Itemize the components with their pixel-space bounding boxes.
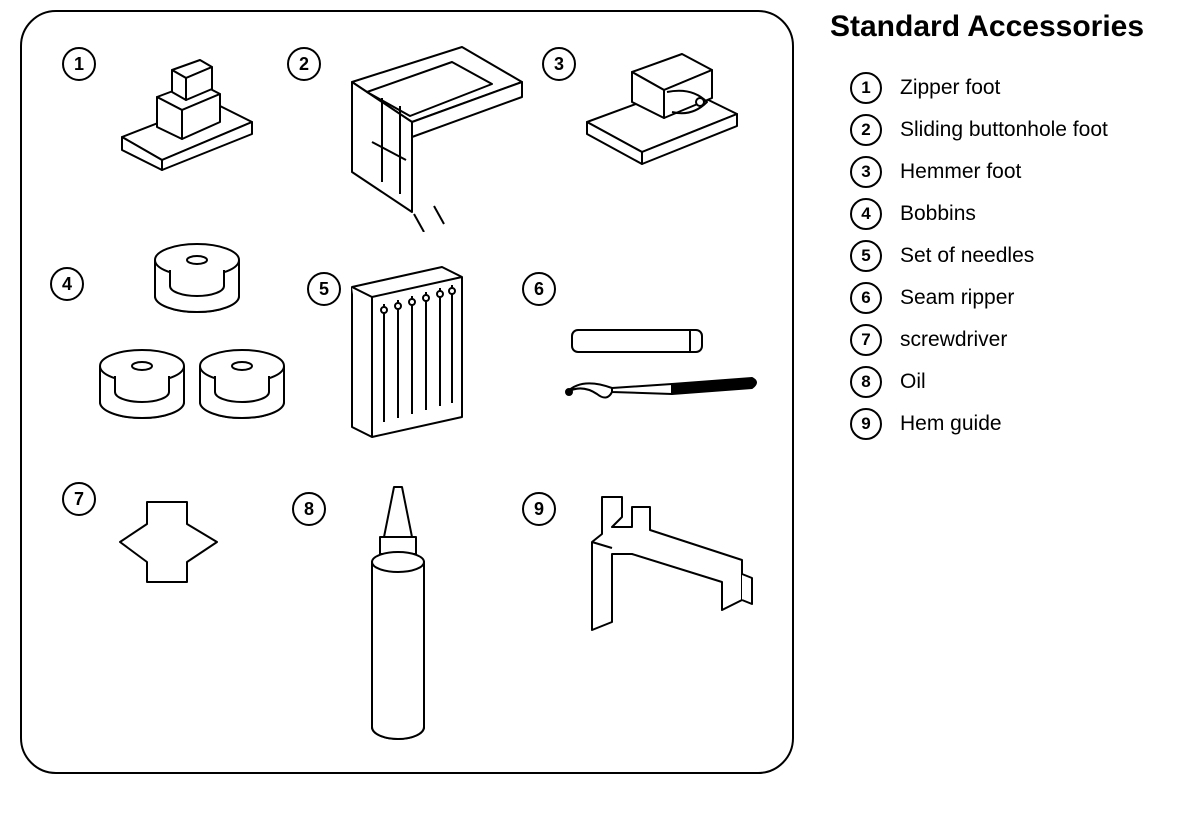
badge-1: 1: [62, 47, 96, 81]
legend-row: 9 Hem guide: [850, 408, 1108, 440]
legend-label-3: Hemmer foot: [900, 160, 1021, 184]
page: 1 2: [0, 0, 1198, 830]
badge-7: 7: [62, 482, 96, 516]
legend-label-7: screwdriver: [900, 328, 1007, 352]
legend-label-6: Seam ripper: [900, 286, 1014, 310]
hemmer-foot-icon: [572, 42, 752, 172]
legend-label-1: Zipper foot: [900, 76, 1000, 100]
badge-9: 9: [522, 492, 556, 526]
legend-row: 6 Seam ripper: [850, 282, 1108, 314]
legend-row: 1 Zipper foot: [850, 72, 1108, 104]
screwdriver-icon: [112, 482, 232, 602]
page-title: Standard Accessories: [830, 10, 1144, 44]
buttonhole-foot-icon: [322, 42, 532, 232]
legend-row: 4 Bobbins: [850, 198, 1108, 230]
seam-ripper-icon: [552, 322, 762, 422]
legend-row: 8 Oil: [850, 366, 1108, 398]
diagram-frame: 1 2: [20, 10, 794, 774]
legend-badge-6: 6: [850, 282, 882, 314]
legend-badge-8: 8: [850, 366, 882, 398]
legend-label-8: Oil: [900, 370, 926, 394]
bobbins-icon: [82, 232, 292, 432]
legend-row: 5 Set of needles: [850, 240, 1108, 272]
legend-badge-3: 3: [850, 156, 882, 188]
legend-badge-2: 2: [850, 114, 882, 146]
badge-2: 2: [287, 47, 321, 81]
badge-6: 6: [522, 272, 556, 306]
zipper-foot-icon: [102, 42, 262, 172]
legend-label-5: Set of needles: [900, 244, 1034, 268]
legend-badge-7: 7: [850, 324, 882, 356]
badge-5: 5: [307, 272, 341, 306]
legend-badge-1: 1: [850, 72, 882, 104]
legend-label-9: Hem guide: [900, 412, 1002, 436]
oil-icon: [352, 482, 442, 752]
legend-label-2: Sliding buttonhole foot: [900, 118, 1108, 142]
legend-badge-5: 5: [850, 240, 882, 272]
badge-4: 4: [50, 267, 84, 301]
hem-guide-icon: [562, 482, 762, 662]
legend: 1 Zipper foot 2 Sliding buttonhole foot …: [850, 72, 1108, 450]
legend-badge-4: 4: [850, 198, 882, 230]
badge-3: 3: [542, 47, 576, 81]
legend-label-4: Bobbins: [900, 202, 976, 226]
badge-8: 8: [292, 492, 326, 526]
legend-badge-9: 9: [850, 408, 882, 440]
legend-row: 2 Sliding buttonhole foot: [850, 114, 1108, 146]
legend-row: 3 Hemmer foot: [850, 156, 1108, 188]
needles-icon: [342, 262, 472, 442]
legend-row: 7 screwdriver: [850, 324, 1108, 356]
